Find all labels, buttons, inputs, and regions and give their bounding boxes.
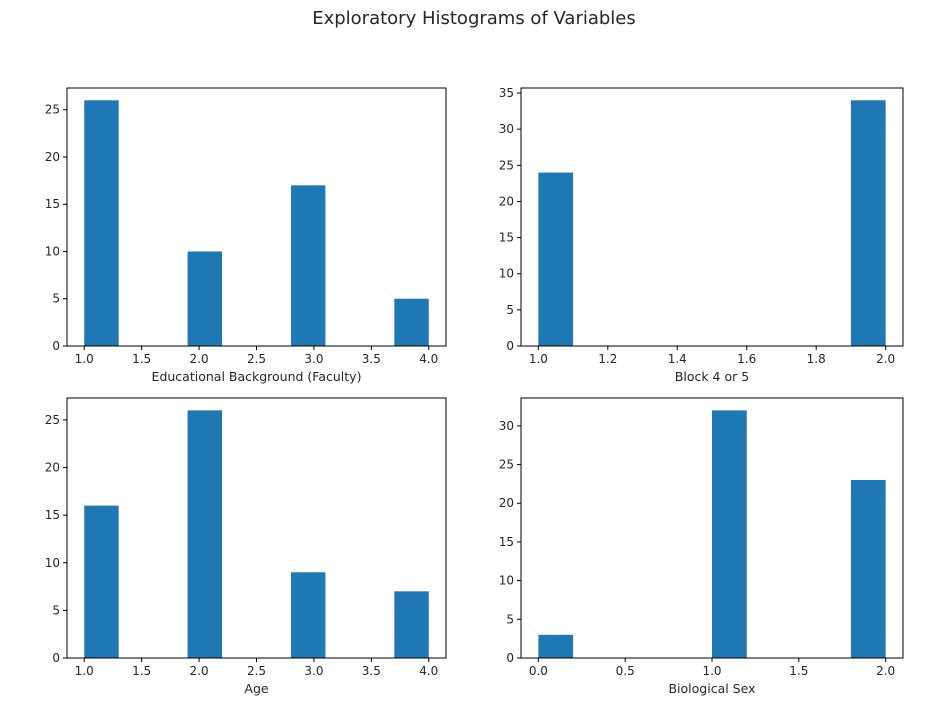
x-tick-label: 0.5 bbox=[616, 664, 635, 678]
y-tick-label: 25 bbox=[45, 413, 60, 427]
y-tick-label: 5 bbox=[52, 292, 60, 306]
subplot-4: 0.0 0.5 1.0 1.5 2.0 0 5 10 15 20 25 30 Biological Se… bbox=[499, 397, 904, 696]
x-tick-label: 1.2 bbox=[598, 352, 617, 366]
subplot-3: 1.0 1.5 2.0 2.5 3.0 3.5 4.0 0 5 10 15 20 25 Age bbox=[45, 397, 447, 696]
histogram-bar bbox=[850, 480, 886, 658]
x-tick-label: 0.0 bbox=[529, 664, 548, 678]
y-tick-label: 20 bbox=[45, 150, 60, 164]
x-tick-label: 3.0 bbox=[304, 352, 323, 366]
x-tick-label: 1.5 bbox=[789, 664, 808, 678]
x-tick-label: 1.0 bbox=[702, 664, 721, 678]
x-tick-label: 1.5 bbox=[132, 352, 151, 366]
y-tick-label: 30 bbox=[499, 122, 514, 136]
x-axis-label: Biological Sex bbox=[668, 681, 755, 696]
x-axis-label: Educational Background (Faculty) bbox=[152, 369, 362, 384]
figure-title: Exploratory Histograms of Variables bbox=[312, 8, 636, 29]
x-tick-label: 2.5 bbox=[247, 352, 266, 366]
histogram-bar bbox=[538, 634, 574, 658]
x-tick-label: 1.0 bbox=[529, 352, 548, 366]
y-tick-label: 10 bbox=[499, 267, 514, 281]
subplot-2: 1.0 1.2 1.4 1.6 1.8 2.0 0 5 10 15 20 25 30 35 Block 4 … bbox=[499, 86, 904, 384]
histogram-bar bbox=[850, 100, 886, 346]
histogram-bar bbox=[187, 410, 223, 658]
y-tick-label: 5 bbox=[52, 603, 60, 617]
y-tick-label: 20 bbox=[499, 194, 514, 208]
x-tick-label: 4.0 bbox=[419, 664, 438, 678]
histogram-bar bbox=[84, 505, 119, 658]
y-tick-label: 10 bbox=[45, 244, 60, 258]
x-tick-label: 2.5 bbox=[247, 664, 266, 678]
x-tick-label: 2.0 bbox=[876, 352, 895, 366]
y-tick-label: 10 bbox=[45, 556, 60, 570]
subplot-1: 1.0 1.5 2.0 2.5 3.0 3.5 4.0 0 5 10 15 20 25 Education… bbox=[45, 87, 447, 384]
histogram-bar bbox=[290, 572, 326, 658]
y-tick-label: 5 bbox=[506, 303, 514, 317]
x-tick-label: 1.5 bbox=[132, 664, 151, 678]
y-tick-label: 15 bbox=[499, 535, 514, 549]
histogram-bar bbox=[394, 298, 429, 346]
y-tick-label: 0 bbox=[506, 651, 514, 665]
axes-frame bbox=[66, 397, 447, 659]
axes-frame bbox=[66, 87, 447, 347]
histogram-bar bbox=[187, 251, 223, 346]
x-tick-label: 3.5 bbox=[362, 664, 381, 678]
x-tick-label: 2.0 bbox=[190, 352, 209, 366]
x-tick-label: 4.0 bbox=[419, 352, 438, 366]
histogram-bar bbox=[538, 172, 574, 346]
histogram-bar bbox=[290, 185, 326, 346]
y-tick-label: 35 bbox=[499, 86, 514, 100]
histogram-bar bbox=[712, 410, 747, 658]
y-tick-label: 15 bbox=[45, 197, 60, 211]
y-tick-label: 0 bbox=[52, 339, 60, 353]
x-axis-label: Block 4 or 5 bbox=[675, 369, 749, 384]
x-tick-label: 2.0 bbox=[190, 664, 209, 678]
y-tick-label: 15 bbox=[499, 231, 514, 245]
y-tick-label: 0 bbox=[52, 651, 60, 665]
x-axis-label: Age bbox=[244, 681, 268, 696]
x-tick-label: 3.5 bbox=[362, 352, 381, 366]
x-tick-label: 3.0 bbox=[304, 664, 323, 678]
y-tick-label: 0 bbox=[506, 339, 514, 353]
y-tick-label: 25 bbox=[499, 458, 514, 472]
x-tick-label: 1.4 bbox=[668, 352, 687, 366]
x-tick-label: 1.0 bbox=[75, 352, 94, 366]
y-tick-label: 25 bbox=[499, 158, 514, 172]
histogram-bar bbox=[394, 591, 429, 658]
x-tick-label: 2.0 bbox=[876, 664, 895, 678]
x-tick-label: 1.8 bbox=[807, 352, 826, 366]
y-tick-label: 15 bbox=[45, 508, 60, 522]
axes-frame bbox=[520, 87, 904, 347]
x-tick-label: 1.0 bbox=[75, 664, 94, 678]
y-tick-label: 20 bbox=[499, 496, 514, 510]
y-tick-label: 25 bbox=[45, 103, 60, 117]
y-tick-label: 5 bbox=[506, 612, 514, 626]
histogram-bar bbox=[84, 100, 119, 346]
x-tick-label: 1.6 bbox=[737, 352, 756, 366]
y-tick-label: 10 bbox=[499, 574, 514, 588]
y-tick-label: 20 bbox=[45, 461, 60, 475]
y-tick-label: 30 bbox=[499, 419, 514, 433]
